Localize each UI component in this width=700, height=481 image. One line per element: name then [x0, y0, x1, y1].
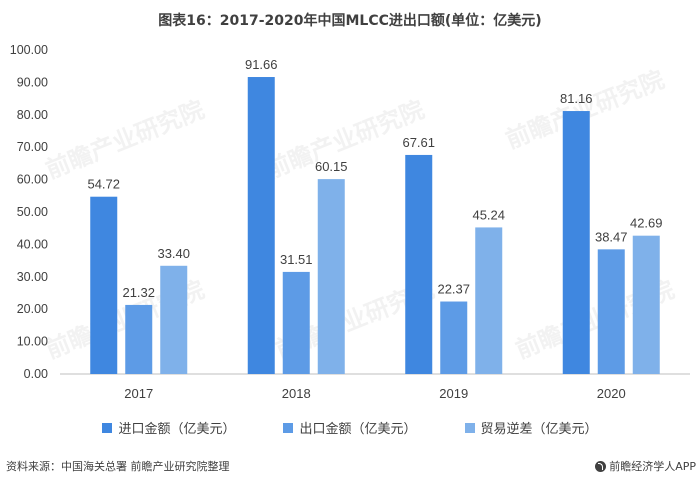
- y-tick-label: 20.00: [17, 302, 48, 316]
- bar-export: [125, 304, 153, 374]
- y-tick-label: 30.00: [17, 270, 48, 284]
- bar-import: [562, 111, 590, 375]
- legend-item-export: 出口金额（亿美元）: [283, 418, 417, 437]
- data-label: 54.72: [87, 177, 120, 192]
- data-label: 91.66: [245, 57, 278, 72]
- data-label: 31.51: [280, 252, 313, 267]
- y-tick-label: 90.00: [17, 75, 48, 89]
- bar-export: [282, 271, 310, 374]
- x-tick-label: 2019: [439, 386, 468, 401]
- data-label: 45.24: [472, 207, 505, 222]
- bar-deficit: [160, 265, 188, 374]
- legend-swatch-import: [102, 422, 113, 433]
- legend-swatch-deficit: [464, 422, 475, 433]
- x-tick-label: 2020: [597, 386, 626, 401]
- data-label: 67.61: [402, 135, 435, 150]
- data-label: 21.32: [122, 285, 155, 300]
- data-label: 38.47: [595, 229, 628, 244]
- x-tick-label: 2017: [124, 386, 153, 401]
- bar-export: [597, 249, 625, 374]
- bar-import: [405, 154, 433, 374]
- bar-export: [440, 301, 468, 374]
- y-tick-label: 80.00: [17, 108, 48, 122]
- bar-deficit: [632, 235, 660, 374]
- chart-legend: 进口金额（亿美元） 出口金额（亿美元） 贸易逆差（亿美元）: [0, 418, 700, 437]
- legend-label-deficit: 贸易逆差（亿美元）: [480, 422, 598, 437]
- bar-deficit: [475, 227, 503, 374]
- data-label: 81.16: [560, 91, 593, 106]
- y-tick-label: 40.00: [17, 237, 48, 251]
- source-note: 资料来源：中国海关总署 前瞻产业研究院整理: [6, 460, 230, 473]
- brand-label: 前瞻经济学人APP: [609, 460, 696, 473]
- brand-logo-icon: [595, 460, 607, 472]
- chart-title: 图表16：2017-2020年中国MLCC进出口额(单位：亿美元): [158, 13, 542, 29]
- legend-label-import: 进口金额（亿美元）: [118, 422, 236, 437]
- y-tick-label: 50.00: [17, 205, 48, 219]
- legend-swatch-export: [283, 422, 294, 433]
- legend-label-export: 出口金额（亿美元）: [299, 422, 417, 437]
- y-tick-label: 100.00: [10, 43, 48, 57]
- legend-item-deficit: 贸易逆差（亿美元）: [464, 418, 598, 437]
- bar-import: [90, 196, 118, 374]
- y-tick-label: 10.00: [17, 335, 48, 349]
- bar-import: [247, 77, 275, 374]
- y-tick-label: 70.00: [17, 140, 48, 154]
- data-label: 60.15: [315, 159, 348, 174]
- legend-item-import: 进口金额（亿美元）: [102, 418, 235, 437]
- data-label: 22.37: [437, 282, 470, 297]
- bar-deficit: [317, 179, 345, 374]
- brand: 前瞻经济学人APP: [595, 458, 696, 474]
- x-tick-label: 2018: [282, 386, 311, 401]
- data-label: 33.40: [157, 246, 190, 261]
- y-tick-label: 0.00: [24, 367, 48, 381]
- y-tick-label: 60.00: [17, 173, 48, 187]
- data-label: 42.69: [630, 216, 663, 231]
